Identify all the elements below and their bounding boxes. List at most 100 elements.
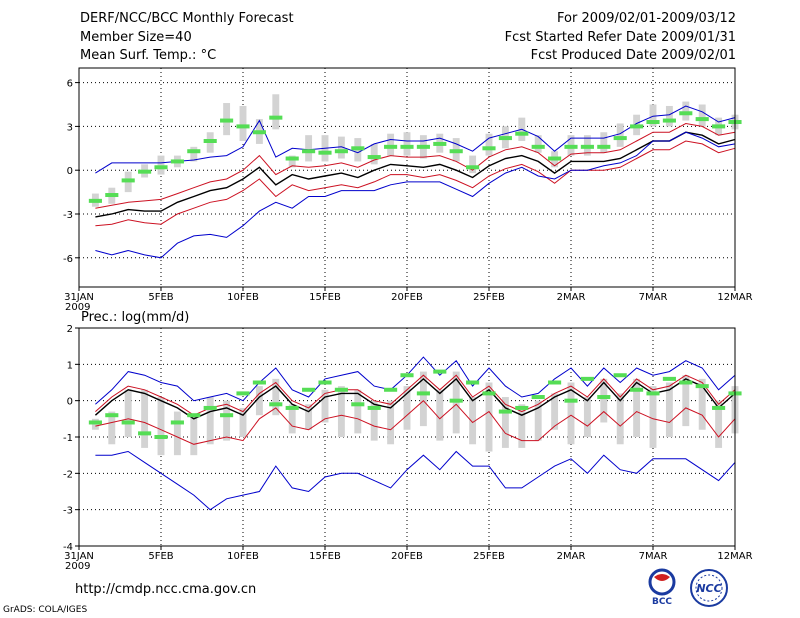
temp-member-mark-24 <box>466 165 480 170</box>
prec-xtick-label-1: 5FEB <box>148 551 173 562</box>
temp-member-mark-11 <box>252 130 266 135</box>
prec-ensemble-box-39 <box>715 400 723 448</box>
temp-member-mark-29 <box>548 156 562 161</box>
temp-ytick-label-4: 6 <box>67 79 73 90</box>
ncc-logo-inner-ring <box>695 574 723 602</box>
prec-xtick-label-3: 15FEB <box>309 551 341 562</box>
prec-xtick-label-5: 25FEB <box>473 551 505 562</box>
prec-panel-title: Prec.: log(mm/d) <box>81 310 189 325</box>
temp-member-mark-32 <box>597 144 611 149</box>
temp-ensemble-box-24 <box>469 155 477 174</box>
temp-member-mark-9 <box>220 118 234 123</box>
prec-member-mark-18 <box>367 405 381 410</box>
temp-line-lower-outer <box>95 131 736 259</box>
prec-xtick-label-2: 10FEB <box>227 551 259 562</box>
prec-member-mark-35 <box>646 391 660 396</box>
prec-xtick-label-7: 7MAR <box>639 551 668 562</box>
prec-ytick-label-5: 1 <box>67 360 73 371</box>
prec-ensemble-box-6 <box>173 411 181 456</box>
prec-ensemble-box-20 <box>403 386 411 430</box>
temp-member-mark-8 <box>203 139 217 143</box>
temp-member-mark-1 <box>88 198 102 203</box>
temp-ensemble-box-16 <box>337 136 345 159</box>
temp-ensemble-box-14 <box>305 135 313 162</box>
temp-xtick-label-1: 5FEB <box>148 292 173 303</box>
temp-ensemble-box-19 <box>387 133 395 156</box>
temp-ensemble-box-7 <box>190 146 198 162</box>
temp-member-mark-17 <box>351 146 365 151</box>
temp-member-mark-35 <box>646 120 660 125</box>
prec-line-lower-outer <box>95 450 736 511</box>
temp-ensemble-box-28 <box>534 135 542 153</box>
prec-ensemble-box-36 <box>665 382 673 437</box>
prec-member-mark-10 <box>236 391 250 396</box>
temp-ensemble-box-33 <box>616 123 624 147</box>
prec-member-mark-30 <box>564 398 578 403</box>
temp-member-mark-36 <box>662 118 676 123</box>
temp-member-mark-37 <box>679 111 693 116</box>
prec-ensemble-box-8 <box>206 397 214 445</box>
prec-ytick-label-2: -2 <box>63 469 73 480</box>
temp-ensemble-box-32 <box>600 132 608 153</box>
temp-member-mark-31 <box>580 144 594 149</box>
temp-member-mark-15 <box>318 150 332 155</box>
temp-ytick-label-1: -3 <box>63 210 73 221</box>
prec-member-mark-20 <box>400 373 414 378</box>
temp-member-mark-3 <box>121 178 135 183</box>
prec-ensemble-box-27 <box>518 404 526 448</box>
prec-ensemble-box-12 <box>272 378 280 416</box>
prec-member-mark-33 <box>613 373 627 378</box>
prec-member-mark-19 <box>384 387 398 392</box>
temp-xtick-label-3: 15FEB <box>309 292 341 303</box>
prec-xtick-label-8: 12MAR <box>717 551 752 562</box>
prec-ensemble-box-32 <box>600 378 608 423</box>
source-url[interactable]: http://cmdp.ncc.cma.gov.cn <box>75 582 257 597</box>
prec-line-mean <box>94 377 736 420</box>
prec-xtick-label-0: 31JAN <box>64 551 94 562</box>
prec-member-mark-31 <box>580 376 594 381</box>
temp-member-mark-14 <box>302 149 316 154</box>
prec-ensemble-box-15 <box>321 389 329 423</box>
ncc-logo-ring <box>690 569 728 607</box>
prec-ytick-label-1: -3 <box>63 506 73 517</box>
temp-xtick-label-5: 25FEB <box>473 292 505 303</box>
prec-line-upper-outer <box>95 356 736 405</box>
temp-ensemble-box-36 <box>665 105 673 127</box>
prec-ensemble-box-26 <box>501 397 509 448</box>
temp-ensemble-box-35 <box>649 104 657 127</box>
prec-member-mark-13 <box>285 405 299 410</box>
prec-member-mark-26 <box>498 409 512 414</box>
prec-member-mark-1 <box>88 420 102 425</box>
prec-ytick-label-3: -1 <box>63 433 73 444</box>
prec-member-mark-11 <box>252 380 266 385</box>
prec-ytick-label-6: 2 <box>67 324 73 335</box>
prec-ensemble-box-31 <box>583 397 591 437</box>
prec-member-mark-8 <box>203 405 217 410</box>
temp-line-lower-inner <box>95 140 736 227</box>
prec-member-mark-15 <box>318 380 332 385</box>
temp-member-mark-39 <box>712 124 726 129</box>
prec-ensemble-box-4 <box>141 389 149 448</box>
temp-line-upper-inner <box>95 122 736 209</box>
variable-label: Mean Surf. Temp.: °C <box>80 48 217 63</box>
prec-xtick-label-6: 2MAR <box>557 551 586 562</box>
prec-ensemble-box-5 <box>157 397 165 456</box>
prec-ensemble-box-10 <box>239 407 247 437</box>
prec-ensemble-box-11 <box>255 386 263 416</box>
prec-line-upper-inner <box>95 374 736 416</box>
temp-member-mark-33 <box>613 136 627 141</box>
prec-member-mark-28 <box>531 395 545 400</box>
temp-ensemble-box-37 <box>682 101 690 121</box>
temp-member-mark-19 <box>384 144 398 149</box>
prec-ensemble-box-7 <box>190 415 198 456</box>
temp-xtick-label-0: 31JAN <box>64 292 94 303</box>
prec-member-mark-29 <box>548 380 562 385</box>
temp-ensemble-box-5 <box>157 155 165 175</box>
temp-ensemble-box-12 <box>272 94 280 130</box>
forecast-started-date: Fcst Started Refer Date 2009/01/31 <box>504 30 736 45</box>
bcc-logo-ring <box>648 568 676 596</box>
temp-member-mark-34 <box>630 124 644 129</box>
temp-member-mark-2 <box>105 193 119 198</box>
grads-credit: GrADS: COLA/IGES <box>3 605 88 615</box>
prec-member-mark-32 <box>597 395 611 400</box>
